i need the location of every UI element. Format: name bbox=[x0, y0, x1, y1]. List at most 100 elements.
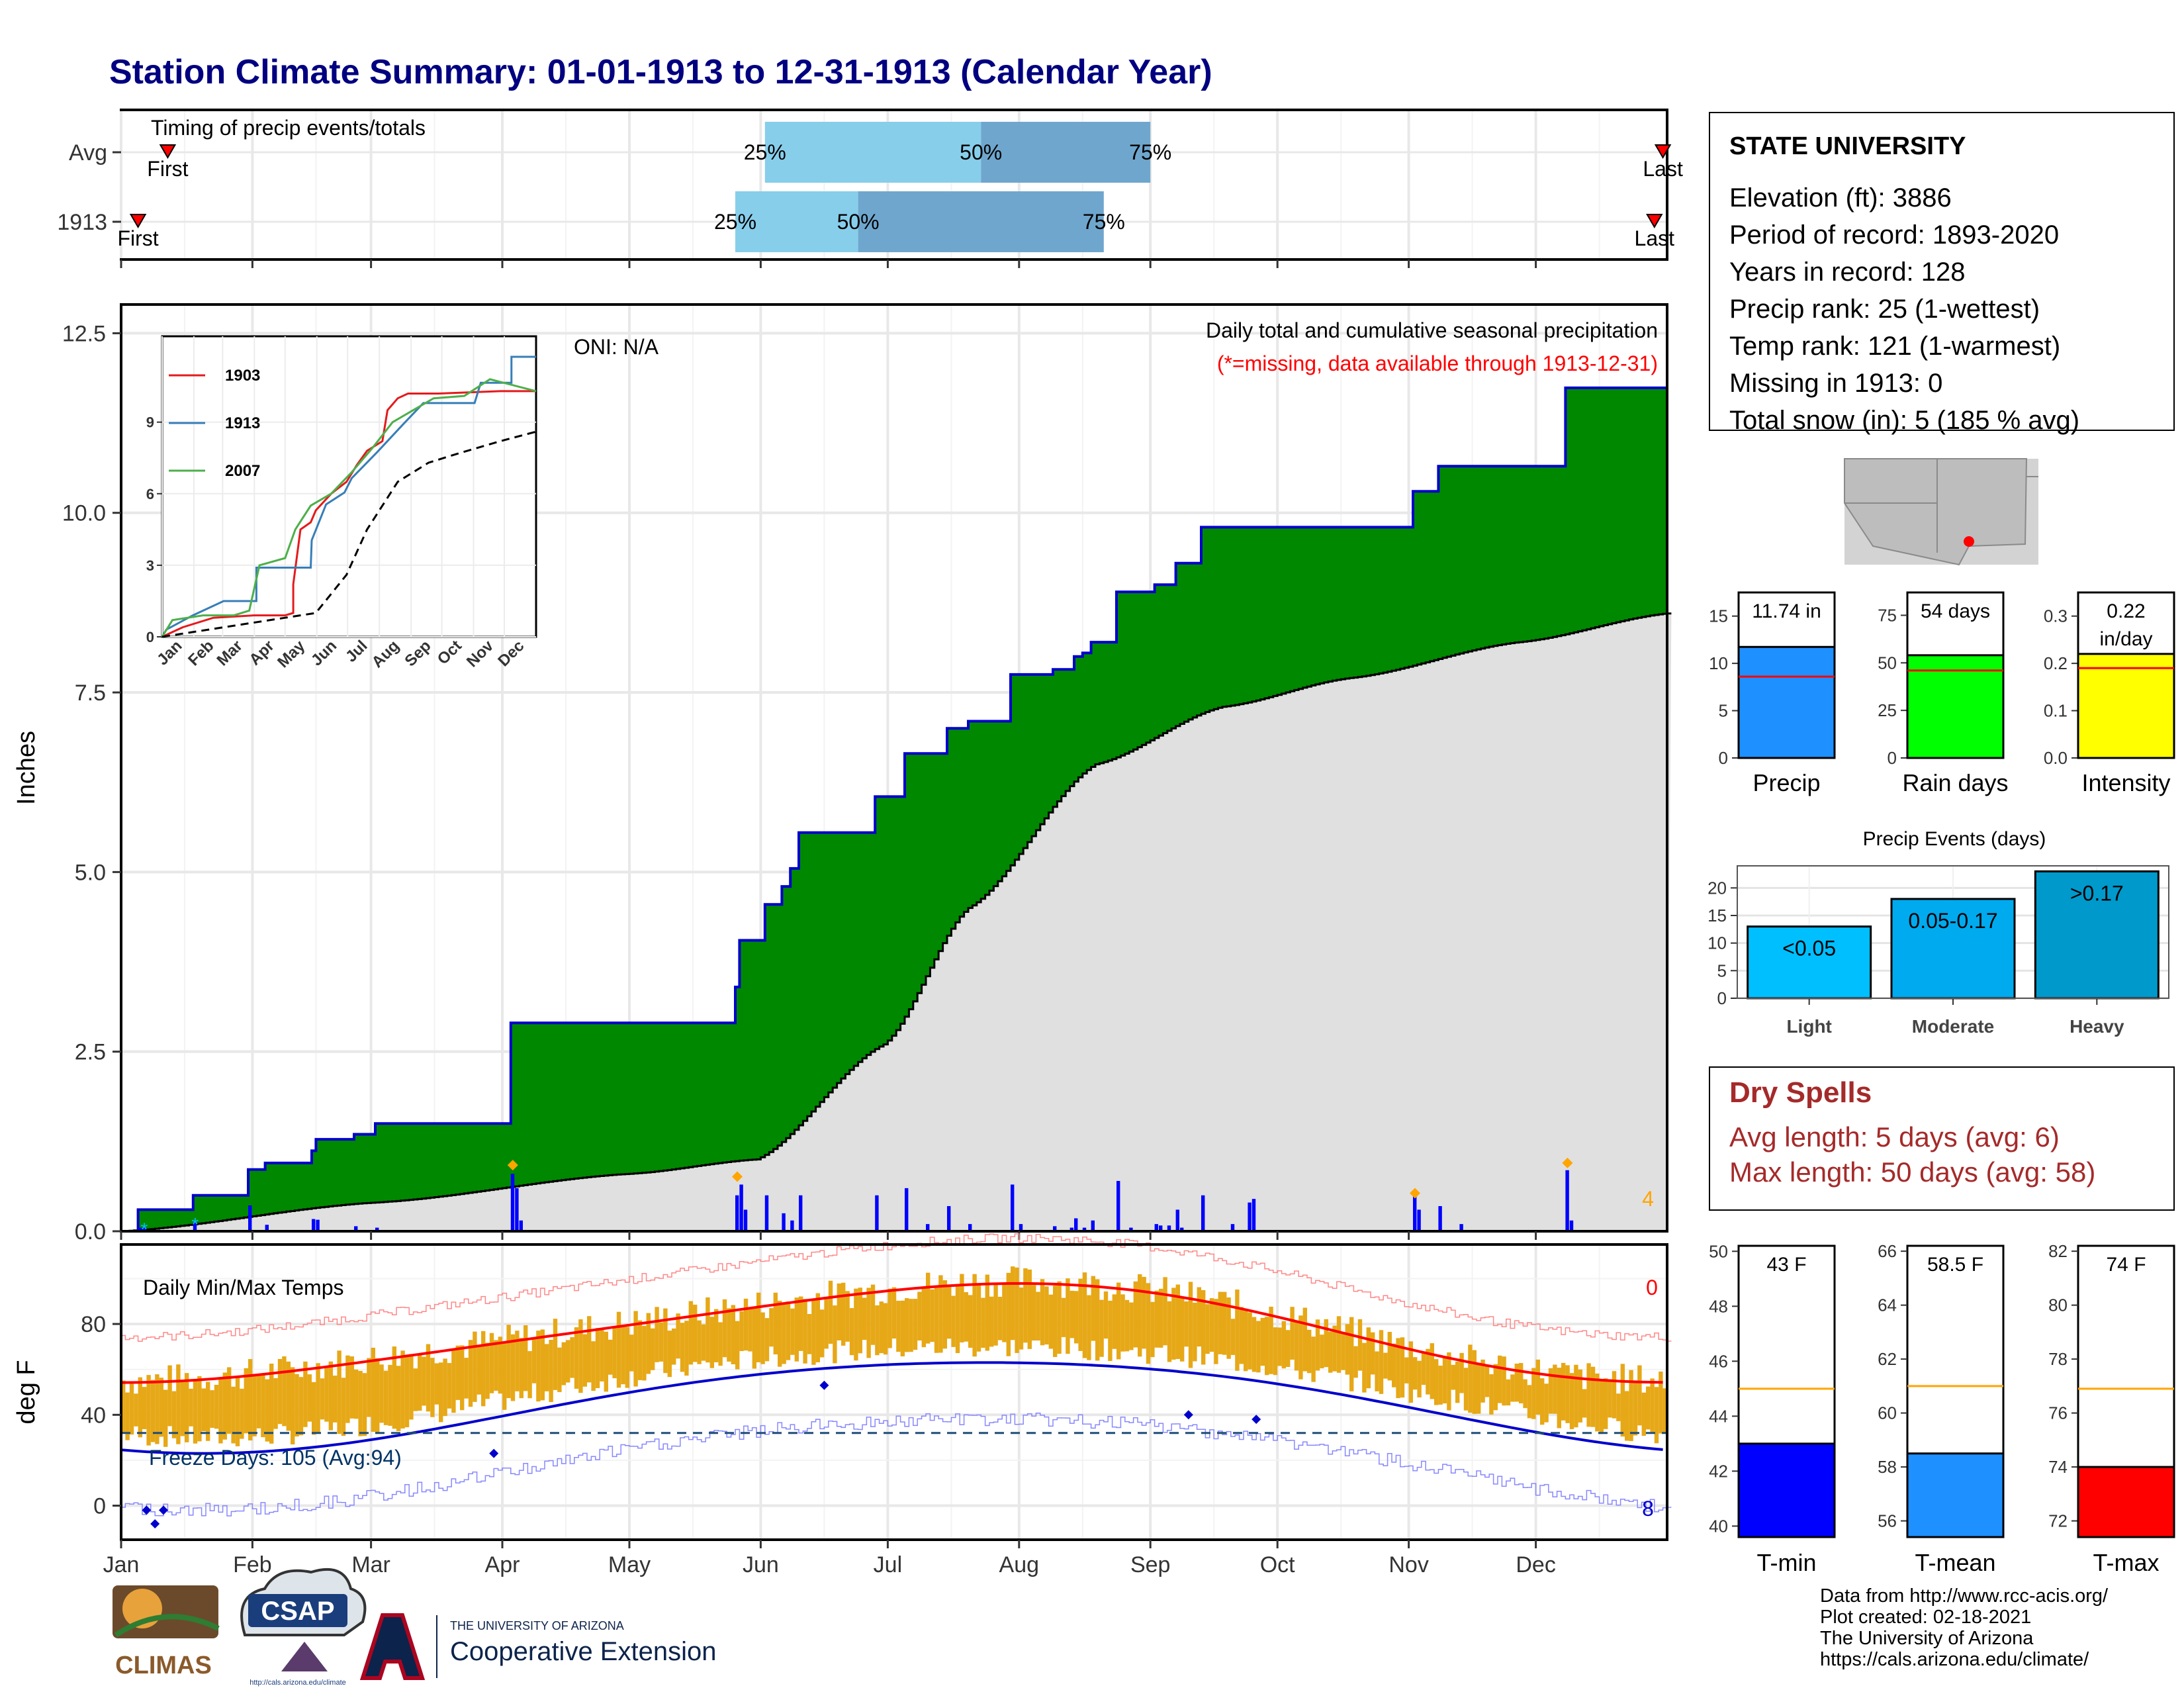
daily-temp-bar bbox=[972, 1274, 977, 1357]
daily-temp-bar bbox=[426, 1344, 431, 1412]
daily-temp-bar bbox=[1053, 1286, 1058, 1357]
bar-y-tick-label: 25 bbox=[1878, 700, 1897, 720]
daily-temp-bar bbox=[951, 1295, 956, 1347]
daily-temp-bar bbox=[769, 1308, 774, 1347]
daily-temp-bar bbox=[976, 1285, 981, 1352]
daily-temp-bar bbox=[1286, 1330, 1291, 1367]
daily-temp-bar bbox=[434, 1363, 439, 1405]
daily-temp-bar bbox=[1124, 1299, 1130, 1352]
daily-temp-bar bbox=[523, 1325, 528, 1391]
events-y-tick-label: 0 bbox=[1717, 988, 1727, 1008]
heavy-event-marker bbox=[507, 1160, 518, 1171]
precip-frame bbox=[120, 303, 1668, 1233]
daily-temp-bar bbox=[1273, 1327, 1278, 1376]
daily-temp-bar bbox=[934, 1286, 939, 1353]
cold-record-marker bbox=[1251, 1415, 1261, 1425]
bar-category-label: Intensity bbox=[2081, 769, 2170, 796]
csap-mountain bbox=[281, 1642, 328, 1671]
daily-temp-bar bbox=[582, 1334, 587, 1387]
station-info-line: Precip rank: 25 (1-wettest) bbox=[1729, 295, 2040, 324]
month-label: Mar bbox=[351, 1552, 390, 1577]
daily-temp-bar bbox=[286, 1361, 291, 1431]
daily-temp-bar bbox=[1057, 1281, 1062, 1354]
daily-temp-bar bbox=[252, 1375, 257, 1436]
daily-temp-bar bbox=[1616, 1393, 1621, 1421]
daily-temp-bar bbox=[545, 1344, 549, 1391]
daily-temp-bar bbox=[612, 1326, 617, 1379]
month-label: May bbox=[608, 1552, 651, 1577]
station-info-line: Temp rank: 121 (1-warmest) bbox=[1729, 332, 2060, 361]
daily-temp-bar bbox=[1434, 1359, 1439, 1405]
daily-temp-bar bbox=[748, 1307, 752, 1352]
bar-y-tick-label: 75 bbox=[1878, 605, 1897, 625]
daily-temp-bar bbox=[718, 1322, 723, 1366]
daily-temp-bar bbox=[388, 1364, 392, 1426]
daily-precip-bar bbox=[926, 1224, 930, 1231]
daily-temp-bar bbox=[1451, 1364, 1455, 1390]
value-bar bbox=[1737, 1442, 1836, 1538]
daily-temp-bar bbox=[1392, 1343, 1396, 1387]
daily-temp-bar bbox=[1336, 1316, 1342, 1373]
bar-value-label: 74 F bbox=[2106, 1254, 2146, 1276]
average-precip-line bbox=[121, 612, 1672, 1233]
daily-precip-bar bbox=[1438, 1206, 1442, 1231]
daily-temp-bar bbox=[637, 1320, 643, 1380]
daily-temp-bar bbox=[451, 1349, 456, 1413]
daily-temp-bar bbox=[261, 1374, 265, 1438]
daily-temp-bar bbox=[125, 1392, 130, 1440]
bar-y-tick-label: 56 bbox=[1878, 1511, 1897, 1531]
daily-temp-bar bbox=[633, 1311, 638, 1387]
daily-temp-bar bbox=[134, 1393, 138, 1427]
daily-temp-bar bbox=[688, 1301, 693, 1365]
daily-temp-bar bbox=[960, 1274, 964, 1342]
daily-temp-bar bbox=[1069, 1290, 1074, 1338]
daily-temp-bar bbox=[1095, 1279, 1100, 1361]
temp-y-tick-label: 80 bbox=[81, 1312, 106, 1337]
month-label: Dec bbox=[1516, 1552, 1555, 1577]
bar-y-tick-label: 50 bbox=[1878, 653, 1897, 673]
daily-temp-bar bbox=[760, 1312, 765, 1364]
daily-precip-bar bbox=[782, 1213, 786, 1231]
station-info-line: Elevation (ft): 3886 bbox=[1729, 183, 1952, 212]
events-frame bbox=[1737, 865, 2169, 999]
month-label: Feb bbox=[233, 1552, 272, 1577]
daily-temp-bar bbox=[1290, 1307, 1295, 1360]
daily-temp-bar bbox=[858, 1288, 862, 1354]
daily-temp-bar bbox=[367, 1358, 371, 1417]
precip-chart: * * 0.02.55.07.510.012.5 Inches ONI: N/A … bbox=[13, 303, 1672, 1244]
daily-precip-bar bbox=[764, 1195, 769, 1231]
bar-y-tick-label: 74 bbox=[2048, 1457, 2068, 1477]
freeze-days-label: Freeze Days: 105 (Avg:94) bbox=[149, 1446, 402, 1470]
daily-temp-bar bbox=[578, 1319, 583, 1393]
daily-temp-bar bbox=[595, 1328, 600, 1388]
precip-y-tick-label: 5.0 bbox=[75, 860, 106, 885]
station-name: STATE UNIVERSITY bbox=[1729, 132, 1966, 160]
daily-temp-bar bbox=[1582, 1389, 1587, 1418]
daily-temp-bar bbox=[1417, 1360, 1422, 1398]
daily-temp-bar bbox=[298, 1377, 304, 1436]
event-bar bbox=[1747, 925, 1872, 1000]
daily-precip-bar bbox=[193, 1222, 197, 1231]
daily-temp-bar bbox=[964, 1291, 968, 1342]
average-min-line bbox=[120, 1361, 1663, 1455]
daily-temp-bar bbox=[1484, 1365, 1490, 1397]
daily-temp-bar bbox=[616, 1311, 621, 1388]
daily-temp-bar bbox=[316, 1363, 320, 1432]
daily-temp-bar bbox=[185, 1373, 189, 1442]
daily-temp-bar bbox=[1604, 1378, 1608, 1429]
bar-y-tick-label: 5 bbox=[1719, 701, 1728, 721]
daily-temp-bar bbox=[884, 1303, 888, 1355]
record-low-line bbox=[121, 1412, 1672, 1517]
temp-y-tick-label: 0 bbox=[93, 1494, 106, 1519]
timing-p50-label: 50% bbox=[837, 210, 880, 234]
daily-temp-bar bbox=[1328, 1331, 1333, 1373]
daily-temp-bar bbox=[138, 1377, 142, 1438]
daily-temp-bar bbox=[642, 1326, 647, 1381]
daily-temp-bar bbox=[1459, 1352, 1464, 1393]
daily-temp-bar bbox=[764, 1318, 770, 1362]
station-location-dot bbox=[1964, 536, 1974, 547]
daily-temp-bar bbox=[1455, 1361, 1460, 1403]
daily-temp-bar bbox=[439, 1362, 443, 1423]
daily-temp-bar bbox=[167, 1365, 172, 1427]
daily-temp-bar bbox=[1366, 1327, 1371, 1389]
